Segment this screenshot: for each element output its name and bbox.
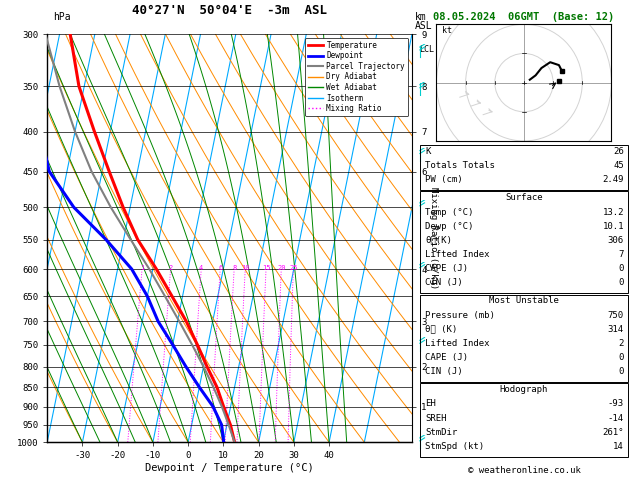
Text: 2: 2 (169, 265, 173, 271)
Text: kt: kt (442, 26, 452, 35)
Text: hPa: hPa (53, 12, 71, 22)
Text: 2: 2 (618, 339, 624, 348)
Text: 10: 10 (241, 265, 250, 271)
Text: Temp (°C): Temp (°C) (425, 208, 474, 217)
Text: 10.1: 10.1 (603, 222, 624, 231)
Text: θᴇ (K): θᴇ (K) (425, 325, 457, 334)
Text: Dewp (°C): Dewp (°C) (425, 222, 474, 231)
Text: 0: 0 (618, 278, 624, 287)
Text: 750: 750 (608, 311, 624, 320)
Text: 1: 1 (140, 265, 144, 271)
Text: Surface: Surface (505, 193, 543, 203)
Text: 261°: 261° (603, 428, 624, 437)
Text: CIN (J): CIN (J) (425, 367, 463, 376)
Text: -14: -14 (608, 414, 624, 423)
Text: 45: 45 (613, 161, 624, 170)
Text: 0: 0 (618, 353, 624, 362)
Text: 8: 8 (232, 265, 237, 271)
Text: 4: 4 (199, 265, 203, 271)
Text: 13.2: 13.2 (603, 208, 624, 217)
Text: Pressure (mb): Pressure (mb) (425, 311, 495, 320)
Text: CIN (J): CIN (J) (425, 278, 463, 287)
Text: © weatheronline.co.uk: © weatheronline.co.uk (467, 466, 581, 475)
Text: PW (cm): PW (cm) (425, 175, 463, 184)
Text: 26: 26 (613, 147, 624, 156)
Text: 2.49: 2.49 (603, 175, 624, 184)
Text: 25: 25 (289, 265, 298, 271)
Text: StmSpd (kt): StmSpd (kt) (425, 442, 484, 451)
Text: 314: 314 (608, 325, 624, 334)
Text: CAPE (J): CAPE (J) (425, 264, 468, 273)
Text: θᴇ(K): θᴇ(K) (425, 236, 452, 245)
X-axis label: Dewpoint / Temperature (°C): Dewpoint / Temperature (°C) (145, 463, 314, 473)
Text: 306: 306 (608, 236, 624, 245)
Text: 0: 0 (618, 367, 624, 376)
Text: Totals Totals: Totals Totals (425, 161, 495, 170)
Text: 40°27'N  50°04'E  -3m  ASL: 40°27'N 50°04'E -3m ASL (132, 4, 327, 17)
Text: 7: 7 (618, 250, 624, 259)
Text: Lifted Index: Lifted Index (425, 250, 490, 259)
Text: 08.05.2024  06GMT  (Base: 12): 08.05.2024 06GMT (Base: 12) (433, 12, 615, 22)
Text: EH: EH (425, 399, 436, 409)
Text: StmDir: StmDir (425, 428, 457, 437)
Y-axis label: Mixing Ratio (g/kg): Mixing Ratio (g/kg) (428, 187, 438, 289)
Text: LCL: LCL (420, 45, 434, 54)
Text: CAPE (J): CAPE (J) (425, 353, 468, 362)
Legend: Temperature, Dewpoint, Parcel Trajectory, Dry Adiabat, Wet Adiabat, Isotherm, Mi: Temperature, Dewpoint, Parcel Trajectory… (305, 38, 408, 116)
Text: K: K (425, 147, 431, 156)
Text: ASL: ASL (415, 20, 433, 31)
Text: 14: 14 (613, 442, 624, 451)
Text: Most Unstable: Most Unstable (489, 296, 559, 306)
Text: SREH: SREH (425, 414, 447, 423)
Text: -93: -93 (608, 399, 624, 409)
Text: Hodograph: Hodograph (500, 385, 548, 395)
Text: 0: 0 (618, 264, 624, 273)
Text: 6: 6 (218, 265, 222, 271)
Text: 15: 15 (262, 265, 270, 271)
Text: Lifted Index: Lifted Index (425, 339, 490, 348)
Text: 20: 20 (277, 265, 286, 271)
Text: km: km (415, 12, 427, 22)
